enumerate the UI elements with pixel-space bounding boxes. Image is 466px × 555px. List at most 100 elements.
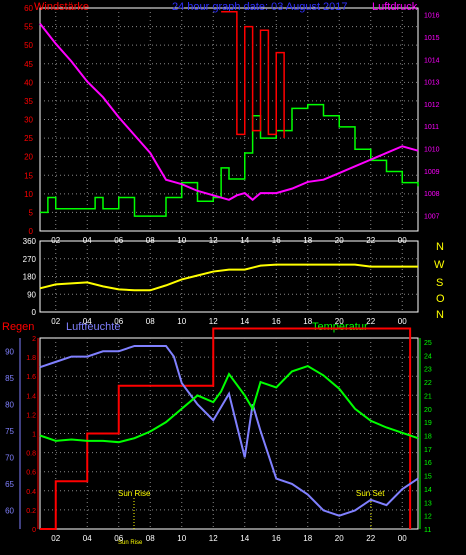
y-tick-label-pressure: 1014 [424, 57, 440, 64]
series-rain [40, 327, 412, 530]
x-tick-label: 18 [303, 236, 312, 245]
temperature-axis-title: Temperatur [312, 321, 368, 333]
y-tick-label-wind: 5 [29, 208, 34, 217]
y-tick-label-direction: 270 [23, 255, 37, 264]
x-tick-label: 12 [209, 317, 218, 326]
series-temperature [39, 364, 419, 444]
x-tick-label: 00 [398, 534, 407, 543]
x-tick-label: 12 [209, 236, 218, 245]
series-gust [221, 10, 285, 139]
sunset-label: Sun Set [356, 489, 385, 498]
humidity-axis-title: Luftfeuchte [66, 321, 120, 333]
y-tick-label-temperature: 24 [424, 353, 432, 360]
y-tick-label-wind: 45 [24, 60, 33, 69]
y-tick-label-rain: 0.4 [26, 489, 36, 496]
series-humidity [39, 344, 419, 517]
x-tick-label: 06 [114, 534, 123, 543]
y-tick-label-direction: 360 [23, 237, 37, 246]
wind-axis-title: Windstärke [34, 1, 89, 13]
y-tick-label-wind: 10 [24, 190, 33, 199]
x-tick-label: 04 [83, 236, 92, 245]
rain-axis-title: Regen [2, 321, 34, 333]
y-tick-label-wind: 35 [24, 97, 33, 106]
y-tick-label-rain: 1.2 [26, 412, 36, 419]
x-tick-label: 16 [272, 317, 281, 326]
y-tick-label-wind: 25 [24, 134, 33, 143]
x-tick-label: 10 [177, 534, 186, 543]
y-tick-label-rain: 1.4 [26, 393, 36, 400]
y-tick-label-direction: 180 [23, 273, 37, 282]
y-tick-label-temperature: 22 [424, 380, 432, 387]
x-tick-label: 14 [240, 236, 249, 245]
x-tick-label: 00 [398, 317, 407, 326]
y-tick-label-rain: 1 [32, 432, 36, 439]
x-tick-label: 08 [146, 534, 155, 543]
y-tick-label-humidity: 75 [5, 427, 14, 436]
y-tick-label-wind: 20 [24, 153, 33, 162]
y-tick-label-wind: 0 [29, 227, 34, 236]
x-tick-label: 22 [366, 317, 375, 326]
y-tick-label-temperature: 17 [424, 447, 432, 454]
y-tick-label-humidity: 65 [5, 480, 14, 489]
y-tick-label-pressure: 1011 [424, 124, 439, 131]
y-tick-label-rain: 1.8 [26, 355, 36, 362]
x-tick-label: 02 [51, 534, 60, 543]
sunrise-axis-note: Sun Rise [118, 540, 143, 546]
y-tick-label-rain: 2 [32, 336, 36, 343]
y-tick-label-humidity: 60 [5, 506, 14, 515]
y-tick-label-temperature: 25 [424, 340, 432, 347]
compass-label-w: W [434, 259, 445, 271]
x-tick-label: 18 [303, 317, 312, 326]
sunrise-label: Sun Rise [118, 489, 151, 498]
x-tick-label: 08 [146, 317, 155, 326]
y-tick-label-direction: 0 [32, 308, 37, 317]
y-tick-label-wind: 30 [24, 116, 33, 125]
x-tick-label: 00 [398, 236, 407, 245]
y-tick-label-pressure: 1009 [424, 169, 440, 176]
compass-label-n-bottom: N [436, 309, 444, 321]
x-tick-label: 16 [272, 236, 281, 245]
compass-label-s: S [436, 277, 443, 289]
y-tick-label-temperature: 21 [424, 393, 432, 400]
chart-title: 24 hour graph date: 03 August 2017 [172, 1, 348, 13]
pressure-axis-title: Luftdruck [372, 1, 418, 13]
y-tick-label-rain: 0.8 [26, 451, 36, 458]
y-tick-label-rain: 1.6 [26, 374, 36, 381]
wind-pressure-panel [39, 7, 419, 232]
y-tick-label-temperature: 12 [424, 514, 432, 521]
y-tick-label-rain: 0 [32, 527, 36, 534]
x-tick-label: 08 [146, 236, 155, 245]
y-tick-label-temperature: 16 [424, 460, 432, 467]
x-tick-label: 06 [114, 317, 123, 326]
y-tick-label-wind: 60 [24, 4, 33, 13]
y-tick-label-temperature: 13 [424, 500, 432, 507]
series-layer [39, 10, 419, 530]
x-tick-label: 18 [303, 534, 312, 543]
x-tick-label: 14 [240, 534, 249, 543]
x-tick-label: 10 [177, 317, 186, 326]
x-tick-label: 04 [83, 534, 92, 543]
y-tick-label-humidity: 80 [5, 400, 14, 409]
x-tick-label: 20 [335, 236, 344, 245]
y-tick-label-wind: 55 [24, 23, 33, 32]
x-tick-label: 02 [51, 317, 60, 326]
y-tick-label-pressure: 1008 [424, 191, 440, 198]
series-pressure [39, 22, 419, 202]
x-tick-label: 06 [114, 236, 123, 245]
y-tick-label-temperature: 19 [424, 420, 432, 427]
y-tick-label-wind: 40 [24, 78, 33, 87]
wind-direction-panel [39, 240, 419, 313]
x-tick-label: 14 [240, 317, 249, 326]
y-tick-label-temperature: 11 [424, 527, 431, 534]
y-tick-label-humidity: 70 [5, 453, 14, 462]
y-tick-label-pressure: 1015 [424, 35, 440, 42]
y-tick-label-humidity: 85 [5, 374, 14, 383]
y-tick-label-rain: 0.6 [26, 470, 36, 477]
x-tick-label: 22 [366, 236, 375, 245]
y-tick-label-rain: 0.2 [26, 508, 36, 515]
y-tick-label-pressure: 1016 [424, 13, 440, 20]
x-tick-label: 20 [335, 534, 344, 543]
x-tick-label: 12 [209, 534, 218, 543]
